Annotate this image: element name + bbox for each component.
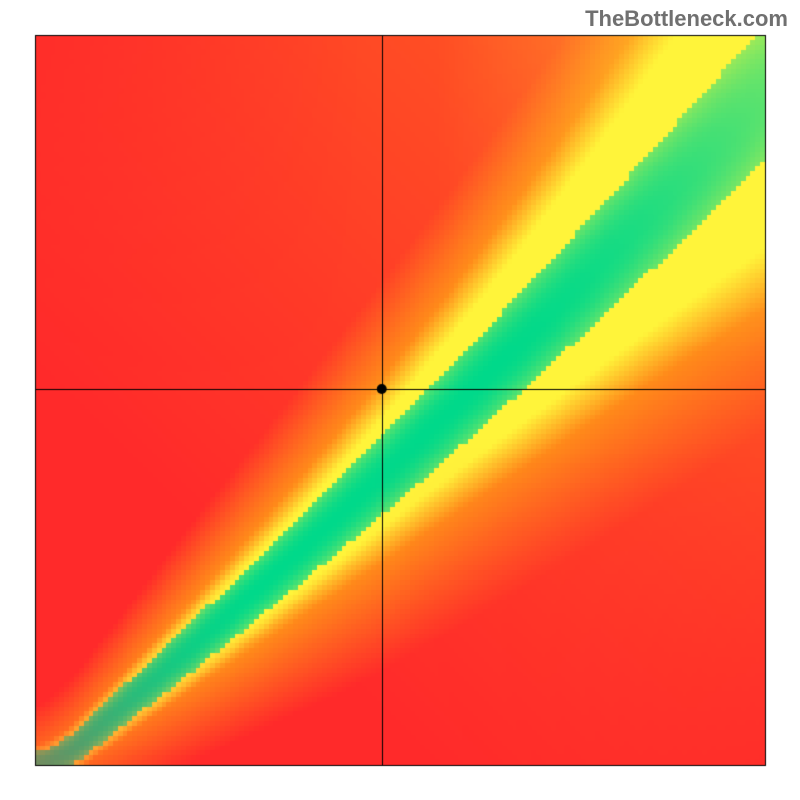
watermark-text: TheBottleneck.com [585, 6, 788, 32]
heatmap-canvas [0, 0, 800, 800]
